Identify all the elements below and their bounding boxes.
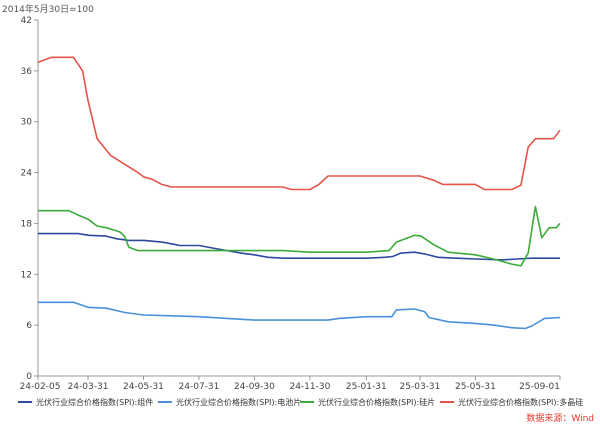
legend-label-1: 光伏行业综合价格指数(SPI):电池片 bbox=[176, 397, 301, 407]
x-tick-label: 25-05-31 bbox=[455, 382, 496, 392]
unit-note: 2014年5月30日=100 bbox=[2, 5, 94, 15]
y-tick-label: 24 bbox=[21, 169, 33, 179]
series-line-3 bbox=[37, 56, 561, 191]
series-line-2 bbox=[38, 205, 561, 267]
source-note: 数据来源：Wind bbox=[526, 414, 594, 424]
x-tick-label: 25-03-31 bbox=[400, 382, 441, 392]
x-tick-label: 25-01-31 bbox=[346, 382, 387, 392]
y-tick-label: 42 bbox=[21, 16, 32, 26]
x-tick-label: 24-02-05 bbox=[20, 382, 61, 392]
axes: 0 6 12 18 24 30 36 42 24-02-05 24-03-31 24-05-31 24… bbox=[20, 16, 561, 392]
series-line-1 bbox=[38, 301, 561, 330]
legend-label-3: 光伏行业综合价格指数(SPI):多晶硅 bbox=[458, 397, 583, 407]
y-tick-label: 18 bbox=[21, 219, 33, 229]
y-tick-label: 12 bbox=[21, 270, 32, 280]
legend-label-0: 光伏行业综合价格指数(SPI):组件 bbox=[36, 397, 153, 407]
y-tick-label: 30 bbox=[21, 118, 33, 128]
y-tick-label: 36 bbox=[21, 67, 33, 77]
series-layer bbox=[37, 56, 561, 330]
legend-label-2: 光伏行业综合价格指数(SPI):硅片 bbox=[318, 397, 435, 407]
x-tick-label: 24-03-31 bbox=[68, 382, 109, 392]
legend: 光伏行业综合价格指数(SPI):组件 光伏行业综合价格指数(SPI):电池片 光伏行… bbox=[18, 397, 583, 407]
series-line-0 bbox=[38, 232, 560, 261]
x-tick-label: 24-05-31 bbox=[123, 382, 164, 392]
x-tick-label: 25-09-01 bbox=[519, 382, 560, 392]
x-tick-label: 24-11-30 bbox=[289, 382, 330, 392]
x-tick-label: 24-09-30 bbox=[234, 382, 275, 392]
y-tick-label: 0 bbox=[26, 372, 32, 382]
y-tick-label: 6 bbox=[26, 321, 32, 331]
x-tick-label: 24-07-31 bbox=[179, 382, 220, 392]
